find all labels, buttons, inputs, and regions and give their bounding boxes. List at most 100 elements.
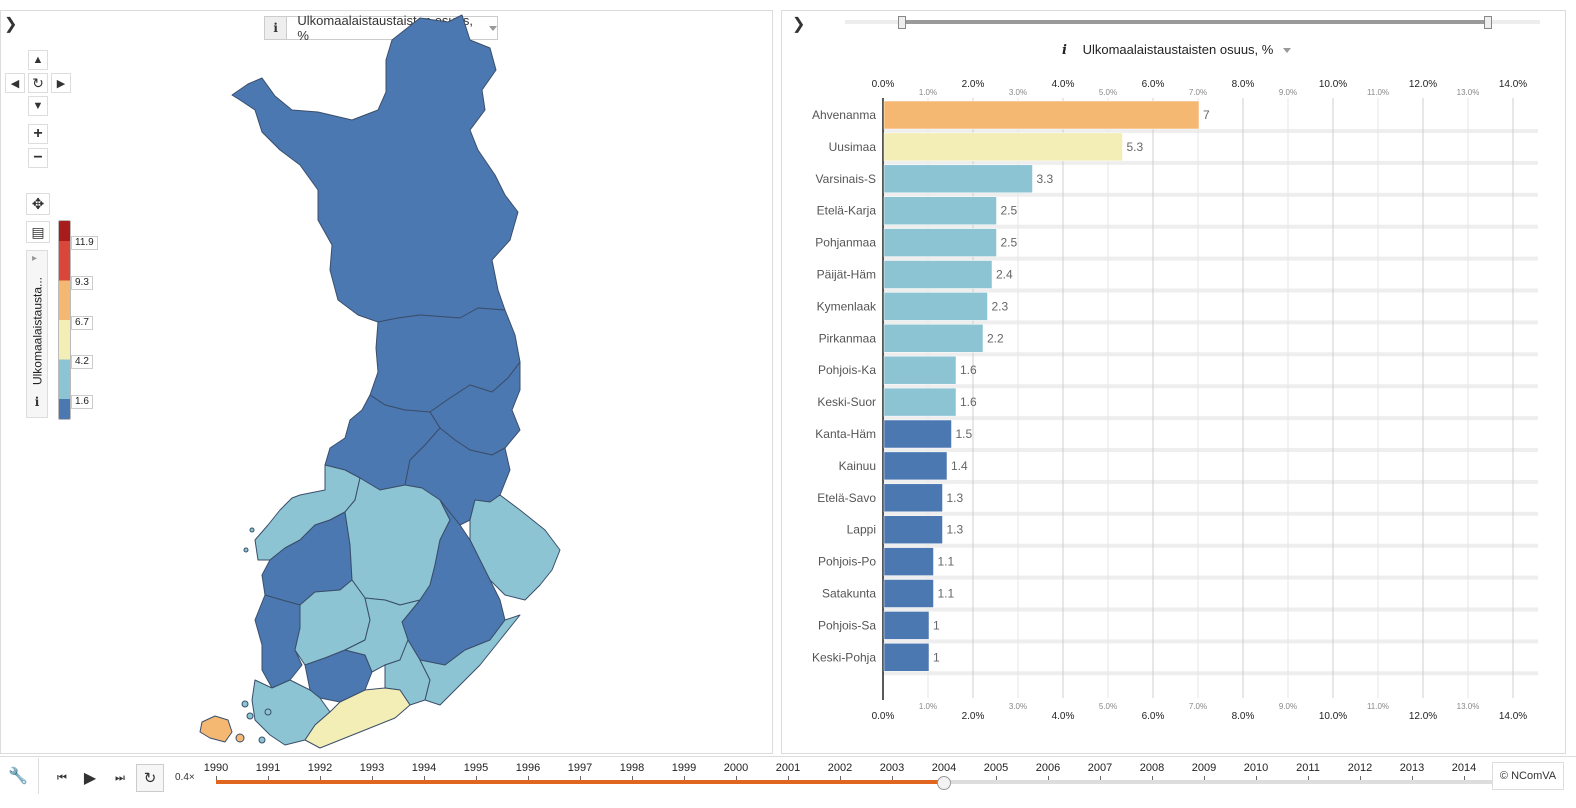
chart-title-select[interactable]: i Ulkomaalaistaustaisten osuus, % xyxy=(1062,42,1291,58)
year-label[interactable]: 1993 xyxy=(359,762,385,774)
year-label[interactable]: 2002 xyxy=(827,762,853,774)
region-etela-karjala[interactable] xyxy=(419,614,521,706)
year-label[interactable]: 1991 xyxy=(255,762,281,774)
range-slider[interactable] xyxy=(900,20,1488,24)
year-tick xyxy=(476,776,477,781)
x-minor-tick-label-bottom: 9.0% xyxy=(1279,702,1297,711)
x-tick-label-top: 2.0% xyxy=(962,79,985,90)
year-label[interactable]: 2011 xyxy=(1296,762,1320,774)
pan-left-button[interactable]: ◀ xyxy=(5,73,25,93)
pan-up-button[interactable]: ▲ xyxy=(28,50,48,70)
year-label[interactable]: 1996 xyxy=(515,762,541,774)
previous-icon[interactable]: ⏮ xyxy=(57,771,67,784)
layout-icon[interactable]: ▤ xyxy=(26,221,50,243)
map-panel-toggle-icon[interactable]: ❯ xyxy=(4,16,18,33)
year-label[interactable]: 2006 xyxy=(1035,762,1061,774)
x-tick-label-bottom: 2.0% xyxy=(962,711,985,722)
next-icon[interactable]: ⏭ xyxy=(115,771,125,784)
year-tick xyxy=(424,776,425,781)
x-minor-tick-label-bottom: 3.0% xyxy=(1009,702,1027,711)
legend-break-label: 1.6 xyxy=(71,395,93,409)
year-label[interactable]: 1994 xyxy=(411,762,437,774)
reset-view-button[interactable]: ↻ xyxy=(28,73,48,93)
row-band xyxy=(883,575,1538,580)
year-tick xyxy=(1152,776,1153,781)
row-band xyxy=(883,607,1538,612)
x-tick-label-bottom: 6.0% xyxy=(1142,711,1165,722)
year-label[interactable]: 2007 xyxy=(1087,762,1113,774)
category-label: Pohjois-Ka xyxy=(818,363,876,377)
year-label[interactable]: 2009 xyxy=(1191,762,1217,774)
year-label[interactable]: 2013 xyxy=(1399,762,1425,774)
year-label[interactable]: 1990 xyxy=(203,762,229,774)
year-tick xyxy=(216,776,217,781)
x-minor-tick-label-bottom: 11.0% xyxy=(1367,702,1389,711)
year-label[interactable]: 1999 xyxy=(671,762,697,774)
zoom-in-button[interactable]: + xyxy=(28,124,48,144)
category-label: Pohjois-Sa xyxy=(818,618,876,632)
year-label[interactable]: 2008 xyxy=(1139,762,1165,774)
year-label[interactable]: 2003 xyxy=(879,762,905,774)
timeline-bar xyxy=(0,756,1576,797)
timeline-handle[interactable] xyxy=(937,776,951,790)
info-icon[interactable]: i xyxy=(1062,43,1067,58)
x-minor-tick-label-bottom: 7.0% xyxy=(1189,702,1207,711)
region-ahvenanmaa[interactable] xyxy=(199,715,233,743)
range-slider-right-handle[interactable] xyxy=(1484,16,1492,29)
year-label[interactable]: 2001 xyxy=(775,762,801,774)
year-tick xyxy=(1360,776,1361,781)
legend-expand-icon[interactable]: ▸ xyxy=(32,253,38,264)
value-label: 1 xyxy=(933,618,940,632)
year-tick xyxy=(840,776,841,781)
category-label: Kanta-Häm xyxy=(815,427,876,441)
year-label[interactable]: 1992 xyxy=(307,762,333,774)
value-label: 2.5 xyxy=(1001,236,1018,250)
pan-right-button[interactable]: ▶ xyxy=(51,73,71,93)
value-label: 2.2 xyxy=(987,331,1004,345)
year-tick xyxy=(892,776,893,781)
x-minor-tick-label-top: 3.0% xyxy=(1009,88,1027,97)
year-tick xyxy=(788,776,789,781)
year-label[interactable]: 2005 xyxy=(983,762,1009,774)
category-label: Ahvenanma xyxy=(812,108,876,122)
settings-wrench-icon[interactable]: 🔧 xyxy=(8,768,28,785)
value-label: 2.5 xyxy=(1001,204,1018,218)
bar xyxy=(883,483,943,513)
year-label[interactable]: 2014 xyxy=(1451,762,1477,774)
year-label[interactable]: 2000 xyxy=(723,762,749,774)
zoom-out-button[interactable]: − xyxy=(28,148,48,168)
year-label[interactable]: 1998 xyxy=(619,762,645,774)
range-slider-left-handle[interactable] xyxy=(898,16,906,29)
year-label[interactable]: 1997 xyxy=(567,762,593,774)
chart-panel-toggle-icon[interactable]: ❯ xyxy=(792,16,806,33)
year-tick xyxy=(1100,776,1101,781)
move-icon[interactable]: ✥ xyxy=(26,193,50,215)
row-band xyxy=(883,288,1538,293)
bar xyxy=(883,419,952,449)
row-band xyxy=(883,671,1538,676)
legend-info-icon[interactable]: i xyxy=(34,395,40,409)
info-icon[interactable]: i xyxy=(265,17,288,39)
category-label: Etelä-Savo xyxy=(817,491,876,505)
pan-down-button[interactable]: ▼ xyxy=(28,96,48,116)
x-minor-tick-label-top: 1.0% xyxy=(919,88,937,97)
play-icon[interactable]: ▶ xyxy=(83,770,97,787)
value-label: 1 xyxy=(933,650,940,664)
value-label: 2.4 xyxy=(996,268,1013,282)
timeline-progress xyxy=(216,780,943,784)
speed-label[interactable]: 0.4× xyxy=(175,772,195,783)
year-label[interactable]: 1995 xyxy=(463,762,489,774)
year-label[interactable]: 2010 xyxy=(1243,762,1269,774)
region-uusimaa[interactable] xyxy=(304,687,411,749)
year-label[interactable]: 2012 xyxy=(1347,762,1373,774)
chevron-down-icon xyxy=(1282,48,1291,54)
region-satakunta[interactable] xyxy=(254,594,303,689)
category-label: Uusimaa xyxy=(829,140,877,154)
x-tick-label-bottom: 0.0% xyxy=(872,711,895,722)
x-tick-label-bottom: 10.0% xyxy=(1319,711,1347,722)
year-tick xyxy=(1048,776,1049,781)
category-label: Päijät-Häm xyxy=(817,268,876,282)
year-label[interactable]: 2004 xyxy=(931,762,957,774)
category-label: Kainuu xyxy=(839,459,876,473)
loop-icon[interactable]: ↻ xyxy=(136,764,164,792)
